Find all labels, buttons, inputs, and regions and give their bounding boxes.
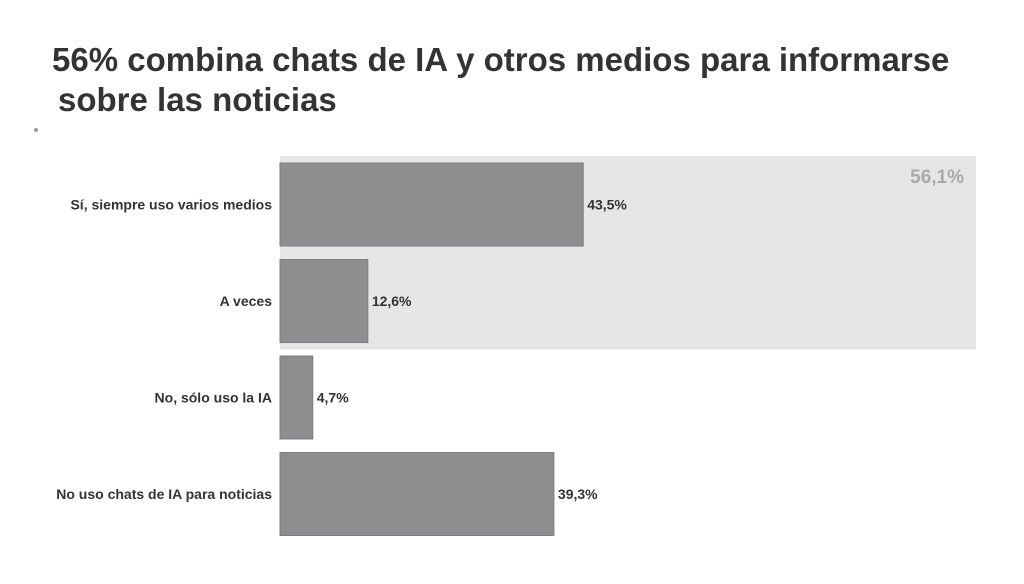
chart-title: 56% combina chats de IA y otros medios p… — [52, 40, 992, 120]
bar-1 — [279, 162, 584, 247]
bar-3 — [279, 355, 314, 440]
highlight-total-label: 56,1% — [910, 167, 964, 188]
value-label: 12,6% — [372, 293, 412, 309]
value-label: 43,5% — [587, 197, 627, 213]
chart-title-line-2: sobre las noticias — [58, 81, 337, 118]
value-label: 4,7% — [317, 390, 349, 406]
category-label: Sí, siempre uso varios medios — [70, 197, 272, 213]
bar-4 — [279, 452, 555, 536]
value-label: 39,3% — [558, 486, 598, 502]
category-label: A veces — [220, 293, 273, 309]
decorative-dot — [34, 128, 38, 132]
category-label: No, sólo uso la IA — [155, 390, 272, 406]
chart-title-line-1: 56% combina chats de IA y otros medios p… — [52, 41, 950, 78]
category-label: No uso chats de IA para noticias — [56, 486, 272, 502]
bar-2 — [279, 259, 369, 343]
